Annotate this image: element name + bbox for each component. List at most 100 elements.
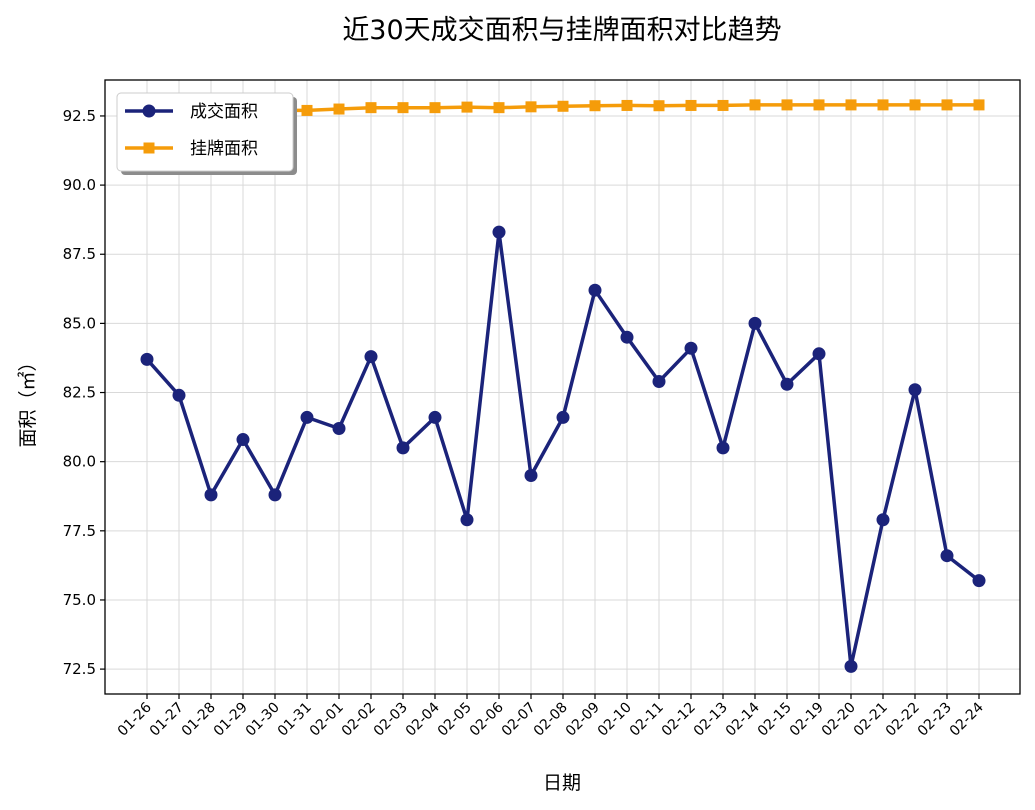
data-point xyxy=(140,352,154,366)
data-point xyxy=(301,104,313,116)
x-tick-label: 02-24 xyxy=(947,699,987,739)
x-tick-label: 02-20 xyxy=(819,700,859,740)
data-point xyxy=(908,383,922,397)
x-tick-label: 02-23 xyxy=(915,700,955,740)
data-point xyxy=(876,513,890,527)
x-tick-label: 02-13 xyxy=(691,700,731,740)
x-axis: 01-2601-2701-2801-2901-3001-3102-0102-02… xyxy=(115,694,987,740)
legend-marker xyxy=(143,142,155,154)
legend-label: 成交面积 xyxy=(190,102,258,122)
data-point xyxy=(620,330,634,344)
data-point xyxy=(748,316,762,330)
chart-title: 近30天成交面积与挂牌面积对比趋势 xyxy=(342,15,781,46)
data-point xyxy=(364,350,378,364)
y-tick-label: 87.5 xyxy=(63,245,96,263)
x-tick-label: 02-03 xyxy=(371,700,411,740)
data-point xyxy=(621,99,633,111)
data-point xyxy=(940,549,954,563)
x-tick-label: 02-21 xyxy=(851,700,891,740)
data-point xyxy=(972,574,986,588)
data-point xyxy=(685,99,697,111)
data-point xyxy=(461,101,473,113)
data-point xyxy=(268,488,282,502)
data-point xyxy=(909,99,921,111)
data-point xyxy=(652,374,666,388)
x-tick-label: 02-04 xyxy=(403,699,443,739)
data-point xyxy=(428,410,442,424)
data-point xyxy=(781,99,793,111)
data-point xyxy=(556,410,570,424)
x-tick-label: 02-19 xyxy=(787,700,827,740)
y-axis: 72.5 75.0 77.5 80.0 82.5 85.0 87.5 90.0 92.5 xyxy=(63,107,105,678)
x-tick-label: 02-05 xyxy=(435,700,475,740)
data-point xyxy=(333,103,345,115)
data-point xyxy=(204,488,218,502)
data-point xyxy=(493,102,505,114)
x-tick-label: 02-11 xyxy=(627,700,667,740)
x-tick-label: 02-12 xyxy=(659,700,699,740)
data-point xyxy=(396,441,410,455)
data-point xyxy=(588,283,602,297)
x-tick-label: 02-15 xyxy=(755,700,795,740)
x-tick-label: 01-29 xyxy=(211,700,251,740)
data-point xyxy=(877,99,889,111)
legend-label: 挂牌面积 xyxy=(190,139,258,159)
x-tick-label: 02-02 xyxy=(339,700,379,740)
y-axis-title: 面积（㎡） xyxy=(16,352,39,447)
x-tick-label: 01-27 xyxy=(147,700,187,740)
data-point xyxy=(845,99,857,111)
x-tick-label: 02-06 xyxy=(467,699,507,739)
x-tick-label: 01-26 xyxy=(115,699,155,739)
y-tick-label: 77.5 xyxy=(63,522,96,540)
data-point xyxy=(236,433,250,447)
data-point xyxy=(813,99,825,111)
data-point xyxy=(172,388,186,402)
data-point xyxy=(941,99,953,111)
y-tick-label: 90.0 xyxy=(63,176,96,194)
x-axis-title: 日期 xyxy=(543,772,581,794)
x-tick-label: 02-01 xyxy=(307,700,347,740)
data-point xyxy=(397,102,409,114)
y-tick-label: 92.5 xyxy=(63,107,96,125)
data-point xyxy=(332,421,346,435)
data-point xyxy=(525,101,537,113)
x-tick-label: 01-28 xyxy=(179,700,219,740)
data-point xyxy=(844,659,858,673)
data-point xyxy=(717,99,729,111)
y-tick-label: 72.5 xyxy=(63,660,96,678)
data-point xyxy=(716,441,730,455)
x-tick-label: 02-08 xyxy=(531,700,571,740)
y-tick-label: 80.0 xyxy=(63,453,96,471)
y-tick-label: 82.5 xyxy=(63,384,96,402)
data-point xyxy=(653,100,665,112)
data-point xyxy=(460,513,474,527)
data-point xyxy=(973,99,985,111)
data-point xyxy=(365,102,377,114)
legend-item: 挂牌面积 xyxy=(125,139,258,159)
data-point xyxy=(749,99,761,111)
y-tick-label: 85.0 xyxy=(63,314,96,332)
y-tick-label: 75.0 xyxy=(63,591,96,609)
x-tick-label: 02-07 xyxy=(499,700,539,740)
data-point xyxy=(492,225,506,239)
x-tick-label: 02-09 xyxy=(563,700,603,740)
data-point xyxy=(429,102,441,114)
x-tick-label: 01-31 xyxy=(275,700,315,740)
legend-marker xyxy=(142,104,156,118)
data-point xyxy=(589,100,601,112)
data-point xyxy=(684,341,698,355)
x-tick-label: 02-22 xyxy=(883,700,923,740)
x-tick-label: 02-10 xyxy=(595,700,635,740)
data-point xyxy=(557,100,569,112)
series-deal-area xyxy=(140,225,986,673)
data-point xyxy=(812,347,826,361)
x-tick-label: 02-14 xyxy=(723,699,763,739)
data-point xyxy=(524,469,538,483)
legend-item: 成交面积 xyxy=(125,102,258,122)
x-tick-label: 01-30 xyxy=(243,700,283,740)
data-point xyxy=(780,377,794,391)
grid xyxy=(105,80,1020,694)
data-point xyxy=(300,410,314,424)
